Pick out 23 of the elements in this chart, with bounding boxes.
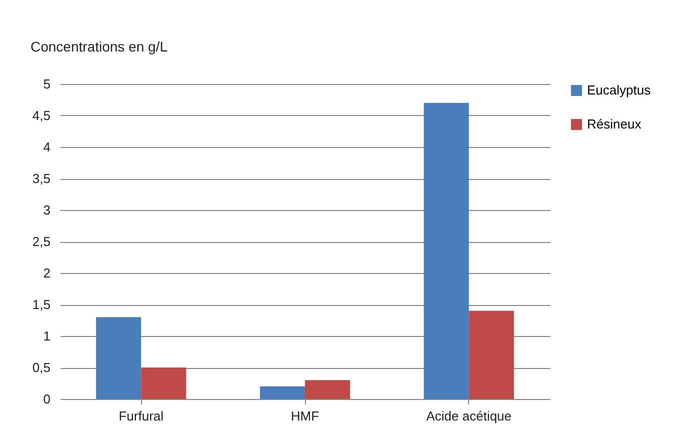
x-tick-label: HMF (290, 408, 320, 424)
y-tick-label: 0,5 (32, 360, 50, 375)
y-tick-label: 1,5 (32, 297, 50, 312)
y-tick-label: 5 (43, 76, 50, 92)
bar (468, 310, 514, 399)
y-tick-label: 2 (43, 266, 50, 280)
y-tick-label: 4,5 (32, 108, 50, 123)
x-tick-label: Furfural (118, 408, 164, 424)
y-tick-label: 4 (43, 140, 50, 154)
x-tick-label: Acide acétique (426, 408, 512, 424)
legend-label: Résineux (587, 116, 642, 132)
y-axis-title: Concentrations en g/L (30, 38, 168, 54)
y-tick-label: 0 (43, 392, 50, 406)
y-tick-label: 2,5 (32, 234, 50, 249)
bar (96, 317, 142, 399)
legend-label: Eucalyptus (587, 82, 652, 98)
bar (260, 386, 305, 399)
bar (141, 368, 186, 399)
y-tick-label: 1 (43, 328, 50, 344)
bar (424, 102, 469, 399)
bar (305, 380, 350, 399)
y-tick-label: 3,5 (32, 171, 50, 186)
y-tick-label: 3 (43, 202, 50, 218)
